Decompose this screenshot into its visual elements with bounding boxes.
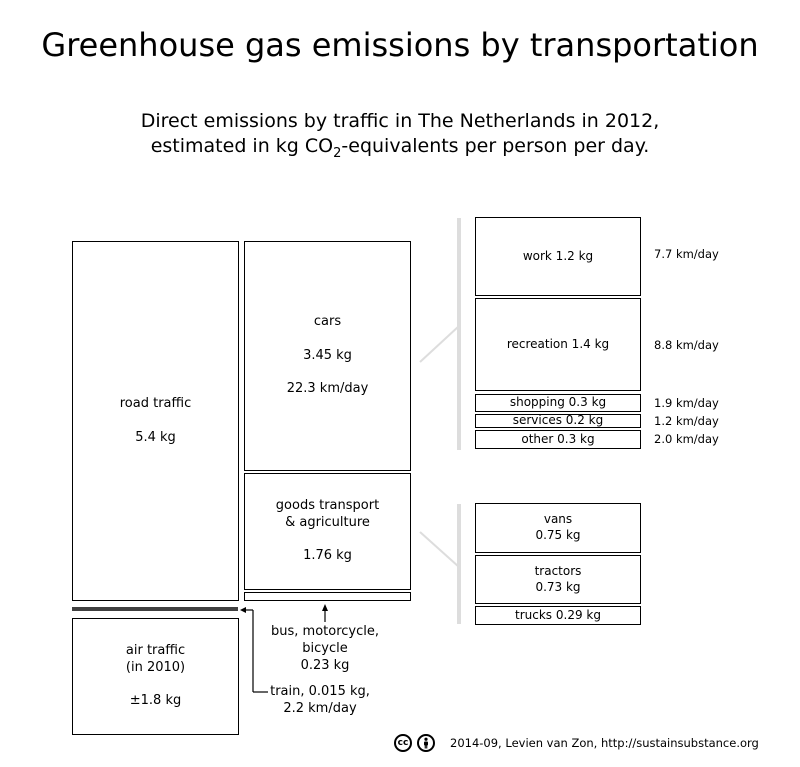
purpose-label: recreation 1.4 kg (506, 336, 610, 351)
subtitle-line-2: estimated in kg CO2-equivalents per pers… (0, 135, 800, 161)
purpose-distance: 8.8 km/day (654, 338, 719, 352)
cars-distance: 22.3 km/day (286, 381, 369, 397)
goods-label: goods transport (275, 497, 380, 513)
person-glyph (424, 737, 428, 749)
by-person-icon (417, 734, 435, 752)
purpose-distance: 1.2 km/day (654, 414, 719, 428)
purpose-label: shopping 0.3 kg (509, 395, 607, 410)
purpose-box-work: work 1.2 kg (475, 217, 641, 296)
air-traffic-box: air traffic (in 2010) ±1.8 kg (72, 618, 239, 735)
subtitle-subscript: 2 (333, 145, 342, 161)
road-traffic-value: 5.4 kg (135, 429, 176, 445)
train-label: train, 0.015 kg, 2.2 km/day (270, 684, 370, 718)
chart-title: Greenhouse gas emissions by transportati… (41, 26, 759, 64)
purpose-box-shopping: shopping 0.3 kg (475, 394, 641, 412)
bus-arrow-icon (322, 604, 328, 611)
train-label-line-1: train, 0.015 kg, (270, 684, 370, 699)
goods-value: 1.76 kg (303, 548, 352, 564)
goods-type-box-trucks: trucks 0.29 kg (475, 606, 641, 625)
purpose-distance: 2.0 km/day (654, 432, 719, 446)
goods-transport-box: goods transport & agriculture 1.76 kg (244, 473, 411, 590)
purpose-label: services 0.2 kg (512, 413, 604, 428)
goods-label-2: & agriculture (285, 514, 370, 530)
purpose-box-recreation: recreation 1.4 kg (475, 298, 641, 391)
bus-label-value: 0.23 kg (300, 657, 350, 673)
cars-label: cars (313, 313, 342, 329)
bus-box (244, 592, 411, 601)
goods-type-box-tractors: tractors 0.73 kg (475, 555, 641, 604)
goods-type-label: tractors (534, 563, 582, 578)
purpose-label: other 0.3 kg (521, 431, 595, 446)
air-traffic-label: air traffic (125, 642, 186, 658)
air-traffic-value: ±1.8 kg (129, 693, 182, 709)
subtitle-line-1: Direct emissions by traffic in The Nethe… (140, 110, 660, 132)
goods-type-box-vans: vans 0.75 kg (475, 503, 641, 553)
road-traffic-label: road traffic (119, 395, 192, 411)
goods-connector (419, 531, 460, 568)
cars-box: cars 3.45 kg 22.3 km/day (244, 241, 411, 471)
cars-value: 3.45 kg (303, 347, 352, 363)
goods-type-label: vans (543, 512, 573, 527)
purpose-distance: 7.7 km/day (654, 247, 719, 261)
goods-type-label: trucks 0.29 kg (515, 607, 601, 622)
goods-type-value: 0.73 kg (535, 579, 581, 594)
purpose-box-other: other 0.3 kg (475, 430, 641, 449)
cc-icon: cc (394, 734, 412, 752)
cars-connector (419, 325, 460, 363)
purpose-distance: 1.9 km/day (654, 396, 719, 410)
purpose-label: work 1.2 kg (522, 248, 594, 263)
bus-label-line-1: bus, motorcycle, (271, 624, 379, 639)
bus-label-line-2: bicycle (302, 640, 348, 656)
train-label-line-2: 2.2 km/day (283, 700, 357, 716)
subtitle-line-2-post: -equivalents per person per day. (341, 135, 650, 157)
footer-credit: 2014-09, Levien van Zon, http://sustains… (450, 736, 759, 750)
train-arrow-icon (240, 607, 246, 613)
road-traffic-box: road traffic 5.4 kg (72, 241, 239, 601)
purpose-box-services: services 0.2 kg (475, 413, 641, 428)
subtitle-line-2-pre: estimated in kg CO (150, 135, 334, 157)
air-traffic-year: (in 2010) (125, 659, 186, 675)
bus-label: bus, motorcycle, bicycle 0.23 kg (250, 624, 400, 675)
goods-type-value: 0.75 kg (535, 528, 581, 542)
